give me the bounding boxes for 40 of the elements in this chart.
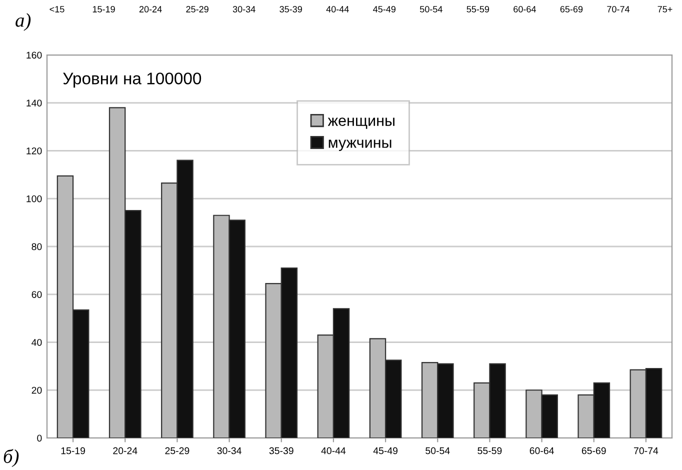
- y-tick-label: 160: [26, 52, 42, 59]
- text: 65-69: [560, 6, 583, 12]
- x-tick-label: 35-39: [269, 447, 294, 454]
- y-tick-label: 80: [32, 243, 42, 250]
- text: 15-19: [92, 6, 115, 12]
- text: 70-74: [607, 6, 630, 12]
- text: <15: [50, 6, 64, 12]
- y-tick-label: 120: [26, 147, 42, 154]
- legend-label: женщины: [328, 118, 394, 129]
- x-tick-label: 70-74: [634, 447, 658, 454]
- x-tick-label: 65-69: [582, 447, 606, 454]
- x-tick-label: 15-19: [61, 447, 86, 454]
- text: 20-24: [139, 6, 162, 12]
- text: 35-39: [280, 6, 302, 12]
- x-tick-label: 60-64: [530, 447, 554, 454]
- x-tick-label: 45-49: [373, 447, 398, 454]
- y-tick-label: 100: [26, 195, 42, 202]
- text: 55-59: [466, 6, 490, 12]
- legend-label: мужчины: [328, 140, 392, 151]
- x-tick-label: 50-54: [426, 447, 450, 454]
- text: 75+: [658, 6, 672, 12]
- y-tick-label: 140: [26, 100, 42, 106]
- text: а): [16, 13, 31, 31]
- text: 30-34: [232, 6, 256, 12]
- text: 25-29: [186, 6, 208, 12]
- x-tick-label: 25-29: [165, 447, 190, 454]
- text: Уровни на 100000: [63, 72, 202, 88]
- x-tick-label: 20-24: [113, 447, 138, 454]
- text: 50-54: [420, 6, 442, 12]
- y-tick-label: 60: [32, 291, 42, 298]
- x-tick-label: 30-34: [217, 447, 242, 454]
- y-tick-label: 0: [37, 434, 42, 442]
- text: б): [4, 448, 19, 468]
- y-tick-label: 40: [32, 338, 42, 346]
- x-tick-label: 55-59: [478, 447, 502, 454]
- text: 60-64: [514, 6, 536, 12]
- y-tick-label: 20: [32, 386, 42, 394]
- text: 40-44: [326, 6, 349, 12]
- text: 45-49: [373, 6, 396, 12]
- x-tick-label: 40-44: [321, 447, 346, 454]
